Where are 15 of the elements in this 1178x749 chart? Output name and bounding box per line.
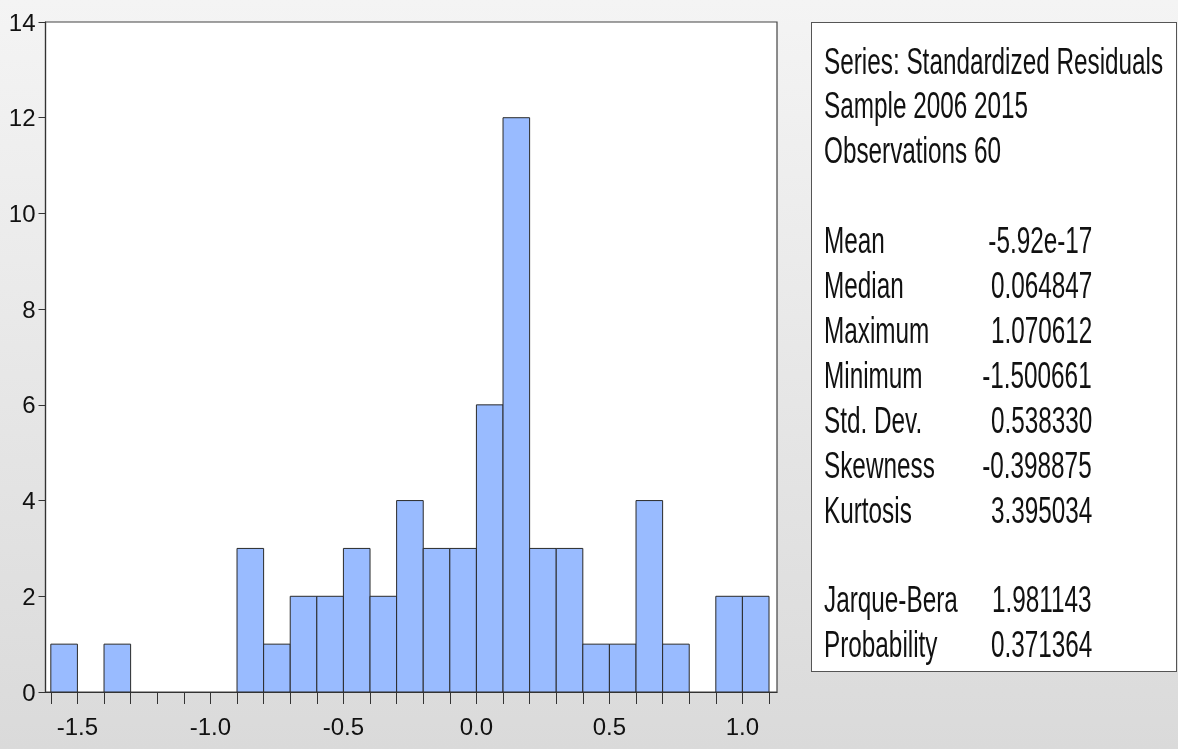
y-tick-label: 2 (22, 582, 36, 610)
y-tick-label: 4 (22, 487, 36, 515)
x-tick-label: 1.0 (725, 712, 760, 740)
x-tick-label: -1.0 (189, 712, 232, 740)
x-tick-label: 0.0 (459, 712, 494, 740)
y-tick-label: 10 (8, 199, 36, 227)
y-tick-label: 12 (8, 104, 36, 132)
y-tick-label: 6 (22, 391, 36, 419)
x-tick-label: -1.5 (56, 712, 99, 740)
y-tick-label: 0 (22, 678, 36, 706)
x-tick-label: 0.5 (592, 712, 627, 740)
y-tick-label: 8 (22, 295, 36, 323)
y-tick-label: 14 (8, 8, 36, 36)
x-tick-label: -0.5 (322, 712, 365, 740)
stats-panel: Series: Standardized Residuals Sample 2006 2015 Observations 60 Mean -5.92e-17 Median 0.064847 Maximum 1.070612 Minimum -1.500661 Std. Dev. 0.538330 Skewness -0.398875 Kurtosis 3.395034 Jarque-Bera 1.981143 Probability 0.371364 (811, 22, 1177, 672)
